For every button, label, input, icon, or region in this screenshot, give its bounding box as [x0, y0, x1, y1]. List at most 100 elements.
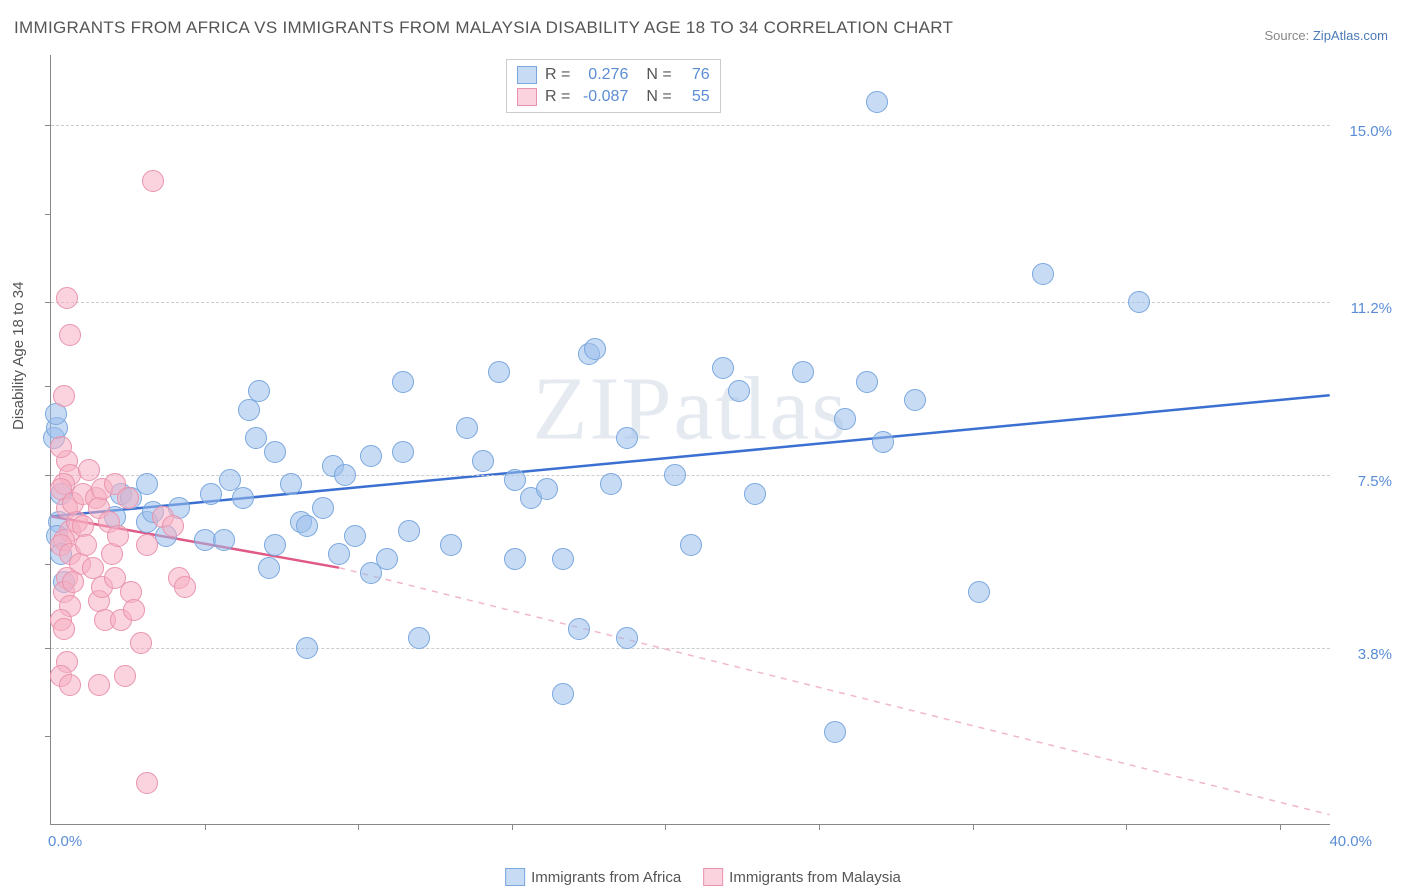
data-point-africa: [280, 473, 302, 495]
x-tick: [1280, 824, 1281, 830]
source-link[interactable]: ZipAtlas.com: [1313, 28, 1388, 43]
data-point-africa: [245, 427, 267, 449]
data-point-africa: [504, 469, 526, 491]
y-tick-label: 3.8%: [1358, 646, 1392, 663]
data-point-africa: [312, 497, 334, 519]
data-point-malaysia: [130, 632, 152, 654]
data-point-africa: [232, 487, 254, 509]
data-point-africa: [616, 627, 638, 649]
stat-r-label: R =: [545, 88, 570, 106]
legend-swatch-pink: [703, 868, 723, 886]
chart-title: IMMIGRANTS FROM AFRICA VS IMMIGRANTS FRO…: [14, 18, 953, 38]
y-tick: [45, 475, 51, 476]
data-point-africa: [392, 371, 414, 393]
stat-r-value: -0.087: [578, 88, 628, 106]
data-point-africa: [248, 380, 270, 402]
stat-n-value: 76: [680, 66, 710, 84]
legend-label-africa: Immigrants from Africa: [531, 869, 681, 886]
x-max-label: 40.0%: [1329, 833, 1372, 850]
data-point-malaysia: [142, 170, 164, 192]
data-point-africa: [728, 380, 750, 402]
data-point-africa: [824, 721, 846, 743]
data-point-africa: [680, 534, 702, 556]
data-point-africa: [376, 548, 398, 570]
data-point-africa: [456, 417, 478, 439]
correlation-stats-box: R =0.276N =76R =-0.087N =55: [506, 59, 721, 113]
data-point-malaysia: [117, 487, 139, 509]
data-point-malaysia: [53, 385, 75, 407]
x-tick: [665, 824, 666, 830]
stats-row: R = 0.276 N = 76: [517, 64, 710, 86]
legend-swatch-blue: [505, 868, 525, 886]
data-point-africa: [536, 478, 558, 500]
data-point-africa: [264, 534, 286, 556]
data-point-africa: [334, 464, 356, 486]
data-point-africa: [440, 534, 462, 556]
data-point-malaysia: [53, 618, 75, 640]
data-point-africa: [392, 441, 414, 463]
data-point-africa: [200, 483, 222, 505]
data-point-malaysia: [101, 543, 123, 565]
data-point-malaysia: [62, 571, 84, 593]
data-point-malaysia: [75, 534, 97, 556]
data-point-africa: [866, 91, 888, 113]
data-point-africa: [398, 520, 420, 542]
data-point-africa: [1032, 263, 1054, 285]
data-point-malaysia: [114, 665, 136, 687]
y-tick: [45, 302, 51, 303]
chart-plot-area: ZIPatlas R =0.276N =76R =-0.087N =55: [50, 55, 1330, 825]
data-point-africa: [616, 427, 638, 449]
series-legend: Immigrants from Africa Immigrants from M…: [505, 868, 901, 886]
data-point-africa: [600, 473, 622, 495]
data-point-africa: [328, 543, 350, 565]
x-tick: [973, 824, 974, 830]
y-tick: [45, 564, 51, 565]
data-point-africa: [258, 557, 280, 579]
data-point-africa: [872, 431, 894, 453]
y-tick: [45, 214, 51, 215]
data-point-africa: [584, 338, 606, 360]
data-point-africa: [213, 529, 235, 551]
gridline: [51, 648, 1330, 649]
y-tick-label: 15.0%: [1349, 123, 1392, 140]
data-point-africa: [408, 627, 430, 649]
stat-r-value: 0.276: [578, 66, 628, 84]
stat-n-label: N =: [646, 66, 671, 84]
legend-item-malaysia: Immigrants from Malaysia: [703, 868, 901, 886]
data-point-africa: [264, 441, 286, 463]
data-point-africa: [664, 464, 686, 486]
data-point-malaysia: [56, 287, 78, 309]
data-point-africa: [744, 483, 766, 505]
x-tick: [358, 824, 359, 830]
data-point-africa: [968, 581, 990, 603]
legend-item-africa: Immigrants from Africa: [505, 868, 681, 886]
data-point-africa: [792, 361, 814, 383]
data-point-malaysia: [59, 674, 81, 696]
x-min-label: 0.0%: [48, 833, 82, 850]
data-point-africa: [296, 637, 318, 659]
x-tick: [1126, 824, 1127, 830]
y-tick-label: 11.2%: [1351, 300, 1392, 317]
y-axis-label: Disability Age 18 to 34: [10, 282, 27, 430]
data-point-africa: [568, 618, 590, 640]
y-tick: [45, 736, 51, 737]
x-tick: [819, 824, 820, 830]
y-tick: [45, 648, 51, 649]
data-point-malaysia: [136, 534, 158, 556]
data-point-africa: [552, 683, 574, 705]
data-point-malaysia: [123, 599, 145, 621]
stats-swatch: [517, 66, 537, 84]
data-point-africa: [1128, 291, 1150, 313]
x-tick: [512, 824, 513, 830]
y-tick: [45, 386, 51, 387]
data-point-malaysia: [174, 576, 196, 598]
data-point-africa: [472, 450, 494, 472]
x-tick: [205, 824, 206, 830]
data-point-malaysia: [162, 515, 184, 537]
stat-r-label: R =: [545, 66, 570, 84]
data-point-africa: [296, 515, 318, 537]
stat-n-value: 55: [680, 88, 710, 106]
data-point-malaysia: [50, 436, 72, 458]
data-point-malaysia: [88, 674, 110, 696]
data-point-africa: [904, 389, 926, 411]
